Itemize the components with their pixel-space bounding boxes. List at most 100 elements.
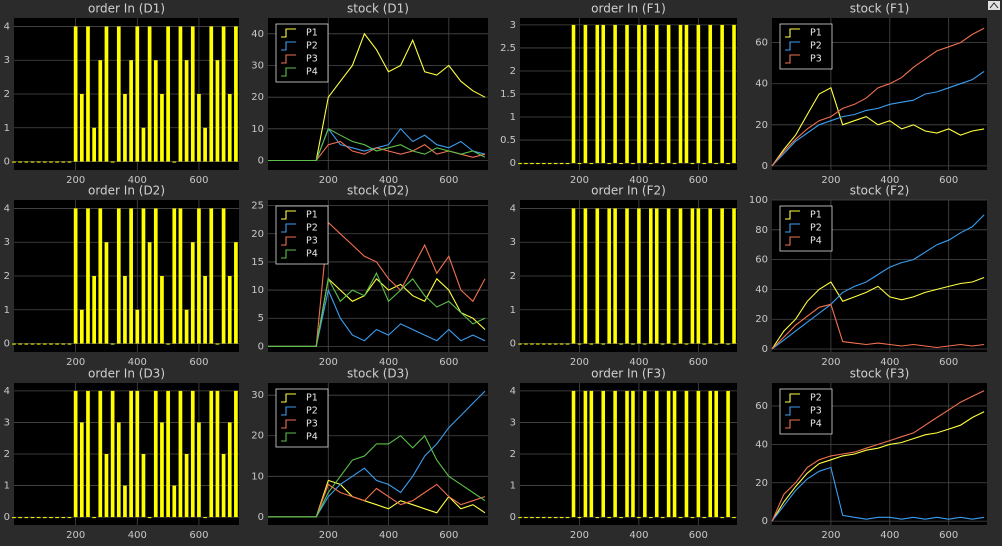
x-tick-label: 400 xyxy=(629,530,648,541)
x-tick-label: 200 xyxy=(319,175,338,186)
signal-bar xyxy=(12,517,16,519)
x-tick-label: 200 xyxy=(821,530,840,541)
signal-bar xyxy=(160,94,164,162)
signal-bar xyxy=(536,343,540,345)
signal-bar xyxy=(530,343,534,345)
plot-title: order In (D2) xyxy=(88,184,165,198)
signal-bar xyxy=(61,343,66,345)
signal-bar xyxy=(571,390,576,518)
undock-button[interactable] xyxy=(988,1,1000,10)
signal-bar xyxy=(79,309,84,344)
y-tick-label: 1 xyxy=(510,112,516,123)
y-tick-label: 40 xyxy=(251,29,264,40)
signal-bar xyxy=(209,390,214,518)
y-tick-label: 4 xyxy=(4,203,10,214)
signal-bar xyxy=(197,208,201,344)
legend-swatch xyxy=(281,54,296,64)
signal-bar xyxy=(104,242,109,344)
signal-bar xyxy=(190,26,195,162)
x-tick-label: 600 xyxy=(189,530,208,541)
x-tick-label: 600 xyxy=(689,175,708,186)
signal-bar xyxy=(643,24,647,164)
signal-bar xyxy=(643,390,647,518)
legend-swatch xyxy=(281,419,296,429)
signal-bar xyxy=(577,343,582,345)
legend-swatch xyxy=(281,406,296,416)
plot-title: order In (D1) xyxy=(88,2,165,16)
signal-bar xyxy=(732,24,736,164)
legend-label: P2 xyxy=(306,41,318,52)
signal-line xyxy=(771,411,985,522)
signal-bar xyxy=(595,24,600,164)
x-tick-label: 600 xyxy=(189,175,208,186)
y-tick-label: 60 xyxy=(755,401,768,412)
y-tick-label: 10 xyxy=(251,471,264,482)
legend-label: P1 xyxy=(306,28,318,39)
y-tick-label: 2 xyxy=(4,449,10,460)
legend-label: P3 xyxy=(306,419,318,430)
signal-bar xyxy=(589,163,594,165)
plot-title: stock (D1) xyxy=(347,2,409,16)
signal-bar xyxy=(147,242,152,344)
signal-bar xyxy=(553,163,558,165)
signal-bar xyxy=(147,517,152,519)
plot-title: order In (F1) xyxy=(591,2,666,16)
signal-bar xyxy=(708,208,713,344)
x-tick-label: 200 xyxy=(66,530,85,541)
signal-bar xyxy=(690,517,695,519)
y-tick-label: 30 xyxy=(251,390,264,401)
legend-swatch xyxy=(281,67,296,77)
signal-bar xyxy=(36,343,41,345)
signal-bar xyxy=(178,26,183,162)
signal-bar xyxy=(601,24,606,164)
signal-bar xyxy=(595,208,600,344)
x-tick-label: 400 xyxy=(379,175,398,186)
legend-label: P3 xyxy=(306,236,318,247)
signal-bar xyxy=(73,26,78,162)
signal-bar xyxy=(98,390,103,518)
signal-bar xyxy=(79,422,84,518)
signal-bar xyxy=(524,517,528,519)
signal-bar xyxy=(42,343,47,345)
y-tick-label: 3 xyxy=(510,417,516,428)
signal-bar xyxy=(215,343,220,345)
signal-bar xyxy=(625,24,629,164)
signal-bar xyxy=(547,163,552,165)
signal-bar xyxy=(619,163,623,165)
legend-box xyxy=(779,205,833,252)
signal-bar xyxy=(166,390,170,518)
y-tick-label: 0 xyxy=(258,341,264,352)
signal-bar xyxy=(49,517,53,519)
x-tick-label: 600 xyxy=(439,357,458,368)
legend-label: P1 xyxy=(810,28,822,39)
y-tick-label: 0 xyxy=(258,156,264,167)
signal-bar xyxy=(135,309,140,344)
signal-bar xyxy=(571,208,576,344)
signal-bar xyxy=(129,60,133,162)
signal-bar xyxy=(49,161,53,163)
signal-bar xyxy=(18,517,23,519)
signal-bar xyxy=(30,517,35,519)
signal-bar xyxy=(190,242,195,344)
signal-bar xyxy=(631,343,635,345)
y-tick-label: 1 xyxy=(4,305,10,316)
x-tick-label: 600 xyxy=(939,357,958,368)
signal-bar xyxy=(73,208,78,344)
legend-label: P1 xyxy=(306,210,318,221)
legend-label: P3 xyxy=(306,54,318,65)
legend-swatch xyxy=(281,432,296,442)
signal-bar xyxy=(98,208,103,344)
signal-bar xyxy=(654,390,659,518)
x-tick-label: 200 xyxy=(821,357,840,368)
signal-bar xyxy=(110,343,115,345)
signal-bar xyxy=(613,208,617,344)
signal-bar xyxy=(720,517,724,519)
signal-bar xyxy=(607,163,611,165)
signal-bar xyxy=(536,163,540,165)
signal-bar xyxy=(110,390,115,518)
signal-bar xyxy=(583,208,588,344)
legend-swatch xyxy=(281,28,296,38)
signal-bar xyxy=(160,276,164,344)
y-tick-label: 0 xyxy=(762,516,768,527)
